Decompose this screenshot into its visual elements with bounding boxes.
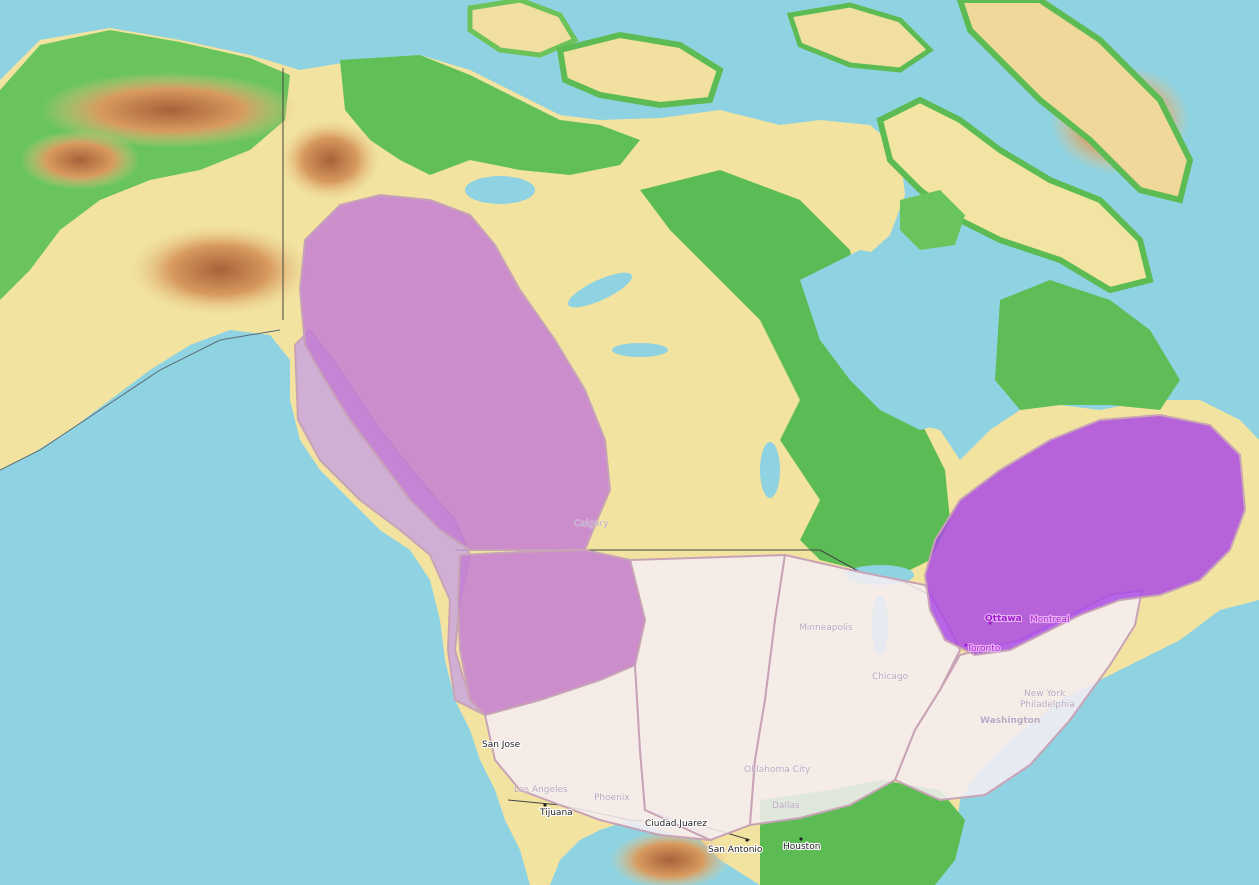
lake-great-slave	[567, 272, 633, 308]
label-san-antonio: San Antonio	[708, 845, 763, 855]
city-labels: Calgary Minneapolis Chicago New York Phi…	[481, 519, 1075, 857]
label-ottawa: Ottawa	[985, 614, 1022, 624]
label-montreal: Montreal	[1030, 615, 1070, 625]
label-dallas: Dallas	[772, 801, 800, 811]
island-ellesmere	[956, 0, 1194, 204]
lake-winnipeg	[760, 442, 780, 498]
label-oklahoma-city: Oklahoma City	[744, 765, 811, 775]
terrain-lowland-labrador	[995, 280, 1180, 410]
label-houston: Houston	[783, 842, 820, 852]
label-washington: Washington	[980, 716, 1040, 726]
marker-san-antonio	[745, 838, 749, 842]
terrain-alaska-south	[130, 225, 310, 315]
terrain-alaska-range	[40, 72, 300, 148]
terrain-lowland-arctic	[340, 55, 640, 175]
label-calgary: Calgary	[574, 519, 609, 529]
label-minneapolis: Minneapolis	[799, 623, 853, 633]
label-phoenix: Phoenix	[594, 793, 630, 803]
label-san-jose: San Jose	[482, 740, 521, 750]
lake-athabasca	[612, 343, 668, 357]
island-victoria	[556, 31, 724, 109]
terrain-alaska-west	[20, 130, 140, 190]
marker-houston	[799, 837, 803, 841]
label-philadelphia: Philadelphia	[1020, 700, 1075, 710]
region-great-lakes-st-lawrence[interactable]	[923, 413, 1247, 657]
label-tijuana: Tijuana	[539, 808, 573, 818]
island-southampton	[900, 190, 965, 250]
terrain-yukon	[280, 120, 380, 200]
lake-great-bear	[465, 176, 535, 204]
border-coastline-pacific	[0, 329, 281, 471]
island-devon	[786, 2, 934, 73]
regions	[293, 193, 1247, 842]
label-chicago: Chicago	[872, 672, 909, 682]
city-markers	[543, 621, 992, 842]
label-new-york: New York	[1024, 689, 1066, 699]
marker-toronto	[964, 643, 968, 647]
region-northwest-interior[interactable]	[298, 193, 612, 551]
marker-ottawa	[988, 621, 992, 625]
label-los-angeles: Los Angeles	[514, 785, 568, 795]
terrain-mexico-highlands	[610, 830, 730, 885]
region-pacific-northwest[interactable]	[456, 548, 647, 717]
terrain-lowland-hudson	[640, 170, 950, 575]
label-ciudad-juarez: Ciudad Juarez	[645, 819, 707, 829]
hudson-bay	[800, 250, 990, 430]
marker-tijuana	[543, 803, 547, 807]
label-toronto: Toronto	[966, 644, 1001, 654]
island-banks	[467, 0, 579, 58]
